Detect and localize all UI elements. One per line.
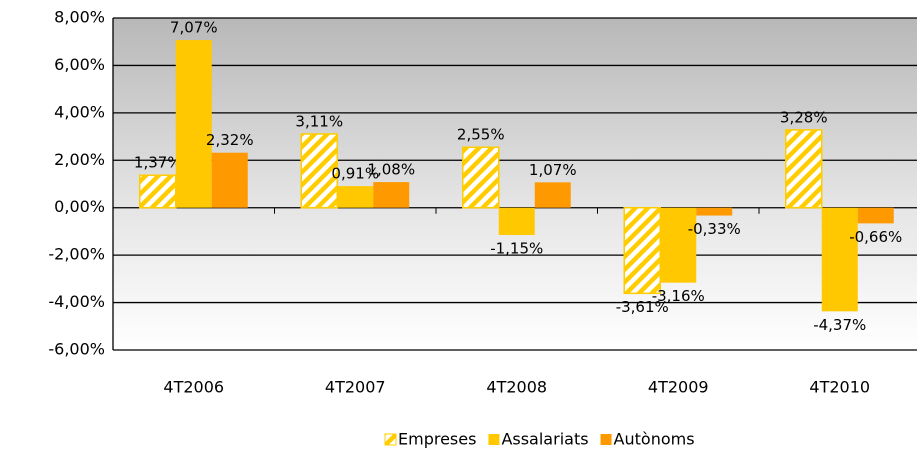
- x-tick-label: 4T2006: [163, 378, 224, 397]
- bar: [300, 133, 338, 209]
- value-label: 2,55%: [457, 126, 505, 144]
- legend-swatch: [384, 433, 397, 446]
- value-label: 2,32%: [206, 131, 254, 149]
- y-tick-label: -2,00%: [48, 245, 105, 264]
- value-label: -4,37%: [813, 316, 866, 334]
- bar: [498, 207, 535, 235]
- x-tick-label: 4T2007: [325, 378, 386, 397]
- x-tick-label: 4T2009: [648, 378, 709, 397]
- y-tick-label: 0,00%: [54, 197, 105, 216]
- x-tick-label: 4T2010: [809, 378, 870, 397]
- bar: [623, 206, 661, 295]
- y-tick-label: -6,00%: [48, 340, 105, 359]
- legend-label: Assalariats: [501, 430, 588, 449]
- value-label: -1,15%: [490, 239, 543, 257]
- y-tick-label: 8,00%: [54, 8, 105, 27]
- y-tick-label: 4,00%: [54, 102, 105, 121]
- bar: [462, 146, 500, 209]
- legend-label: Autònoms: [614, 430, 695, 449]
- value-label: 3,28%: [780, 108, 828, 126]
- value-label: 0,91%: [331, 165, 379, 183]
- value-label: -0,66%: [849, 228, 902, 246]
- bar: [139, 174, 177, 209]
- value-label: 7,07%: [170, 19, 218, 37]
- bar: [337, 186, 374, 208]
- value-label: 1,08%: [367, 161, 415, 179]
- x-tick-label: 4T2008: [486, 378, 547, 397]
- bar: [211, 152, 248, 208]
- bar: [534, 182, 571, 208]
- bar: [373, 182, 410, 208]
- bar: [821, 207, 858, 312]
- y-tick-label: -4,00%: [48, 292, 105, 311]
- y-tick-label: 6,00%: [54, 55, 105, 74]
- value-label: 1,07%: [529, 161, 577, 179]
- legend-label: Empreses: [398, 430, 476, 449]
- value-label: 1,37%: [134, 154, 182, 172]
- bar: [696, 207, 733, 216]
- value-label: -3,61%: [616, 298, 669, 316]
- value-label: -0,33%: [688, 220, 741, 238]
- value-label: -3,16%: [652, 287, 705, 305]
- bar: [175, 40, 212, 208]
- y-tick-label: 2,00%: [54, 150, 105, 169]
- legend-swatch: [600, 434, 612, 445]
- bar: [857, 207, 894, 224]
- bar: [785, 129, 823, 209]
- value-label: 3,11%: [295, 112, 343, 130]
- legend-swatch: [488, 434, 500, 445]
- bar: [660, 207, 697, 283]
